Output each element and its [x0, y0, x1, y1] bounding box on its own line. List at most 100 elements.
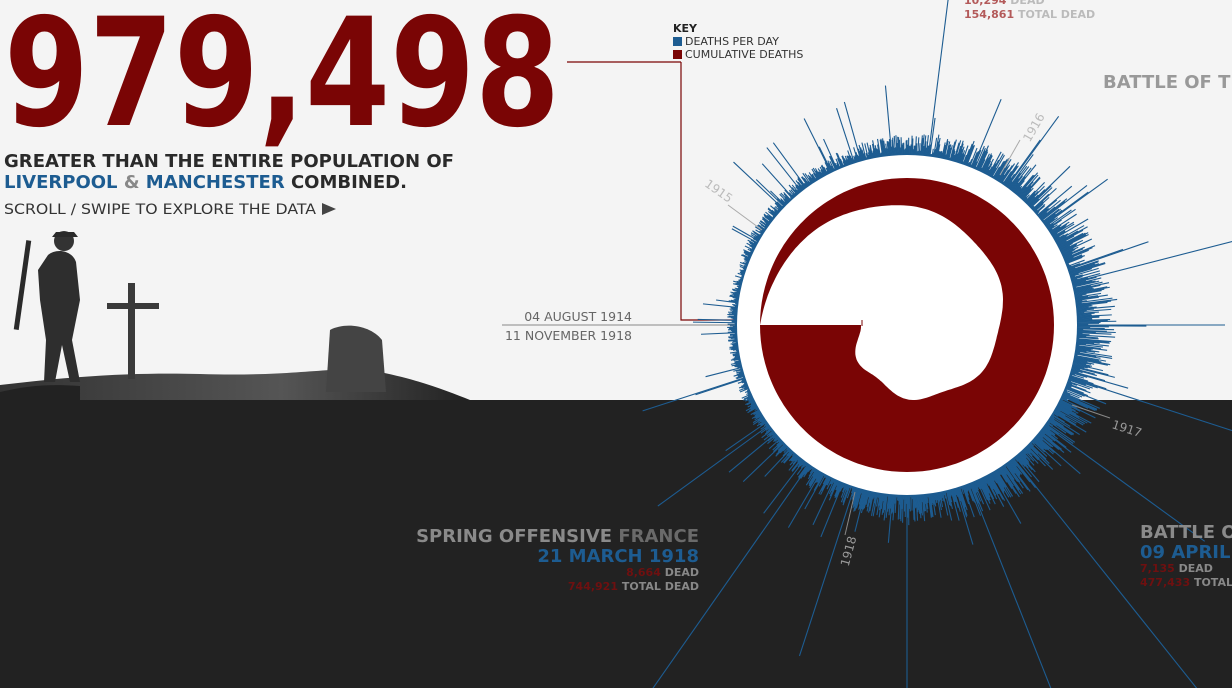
spike [1074, 327, 1105, 330]
spike [986, 472, 1000, 495]
spike [1030, 187, 1057, 213]
spike [887, 492, 894, 543]
spike [921, 492, 926, 522]
battle-title[interactable]: BATTLE O [1140, 522, 1232, 543]
spike [986, 472, 999, 495]
spike [751, 411, 764, 420]
spike [975, 145, 989, 173]
spike [1066, 261, 1099, 273]
spike [977, 151, 989, 173]
spike [1056, 232, 1086, 249]
spike [779, 193, 791, 206]
spike [1067, 262, 1106, 276]
spike [880, 138, 885, 159]
spike [888, 492, 892, 516]
spike [1048, 221, 1070, 236]
spike [1072, 351, 1113, 359]
spike [1011, 164, 1037, 195]
spike [789, 453, 800, 466]
spike [983, 474, 998, 500]
spike [1067, 374, 1089, 382]
spike [1073, 345, 1108, 351]
spike [1052, 233, 1069, 243]
spike [924, 491, 928, 513]
spike [1000, 463, 1020, 491]
spike [811, 168, 821, 182]
scroll-prompt[interactable]: SCROLL / SWIPE TO EXPLORE THE DATA [4, 202, 316, 218]
spike [1074, 314, 1112, 318]
spike [826, 475, 834, 490]
spike [962, 483, 970, 501]
spike [966, 481, 976, 503]
spike [1074, 318, 1093, 321]
spike [787, 469, 823, 528]
spike [1018, 176, 1041, 201]
spike [1071, 358, 1095, 365]
spike [1057, 245, 1071, 252]
spike [916, 492, 919, 513]
spike [1069, 240, 1232, 284]
spike [1027, 441, 1047, 460]
spike [1002, 165, 1018, 188]
spike [828, 155, 838, 173]
spike [1071, 285, 1092, 291]
spike [1065, 241, 1149, 271]
spike [980, 157, 990, 175]
spike [821, 164, 829, 177]
total-count: 744,921 [568, 580, 618, 593]
spike [772, 142, 809, 190]
spike [1060, 391, 1100, 409]
spike [1074, 338, 1112, 343]
spike [1071, 287, 1093, 293]
spike [1018, 450, 1030, 463]
spike [731, 228, 761, 245]
battle-date: 09 APRIL [1140, 542, 1230, 563]
spike [1015, 174, 1035, 198]
spike [881, 491, 886, 515]
spike [999, 165, 1013, 186]
spike [982, 160, 992, 176]
spike [1069, 364, 1109, 376]
spike [934, 141, 940, 160]
spike [777, 442, 788, 452]
battle-place: FRANCE [618, 526, 699, 547]
spike [770, 205, 781, 215]
spike [1052, 408, 1066, 417]
spike [744, 245, 757, 252]
spike [855, 486, 863, 509]
spike [913, 492, 916, 509]
spike [1057, 242, 1073, 252]
spike [1039, 184, 1088, 223]
spike [1067, 268, 1093, 277]
spike [1061, 389, 1080, 399]
spike [1049, 221, 1075, 238]
spike [827, 162, 834, 175]
spike [1012, 180, 1025, 195]
spike [829, 160, 836, 174]
spike [1063, 256, 1083, 266]
spike [1000, 170, 1012, 187]
spike [954, 145, 962, 165]
spike [812, 476, 836, 526]
spike [958, 484, 968, 511]
spike [1005, 460, 1029, 491]
spike [893, 135, 897, 158]
play-arrow[interactable] [322, 203, 336, 215]
spike [999, 464, 1014, 487]
spike [1074, 313, 1092, 316]
battle-title[interactable]: SPRING OFFENSIVE FRANCE [416, 526, 699, 547]
spike [745, 398, 757, 406]
spike [1001, 162, 1019, 187]
spike [1053, 225, 1085, 244]
spike [931, 491, 936, 516]
battle-title[interactable]: BATTLE OF T [1103, 72, 1231, 93]
spike [776, 198, 788, 209]
spike [1071, 287, 1094, 294]
spike [1059, 246, 1079, 257]
subtitle-line: GREATER THAN THE ENTIRE POPULATION OF [4, 151, 454, 172]
spike [869, 489, 874, 503]
spike [969, 480, 984, 512]
spike [800, 176, 810, 189]
spike [791, 184, 801, 196]
